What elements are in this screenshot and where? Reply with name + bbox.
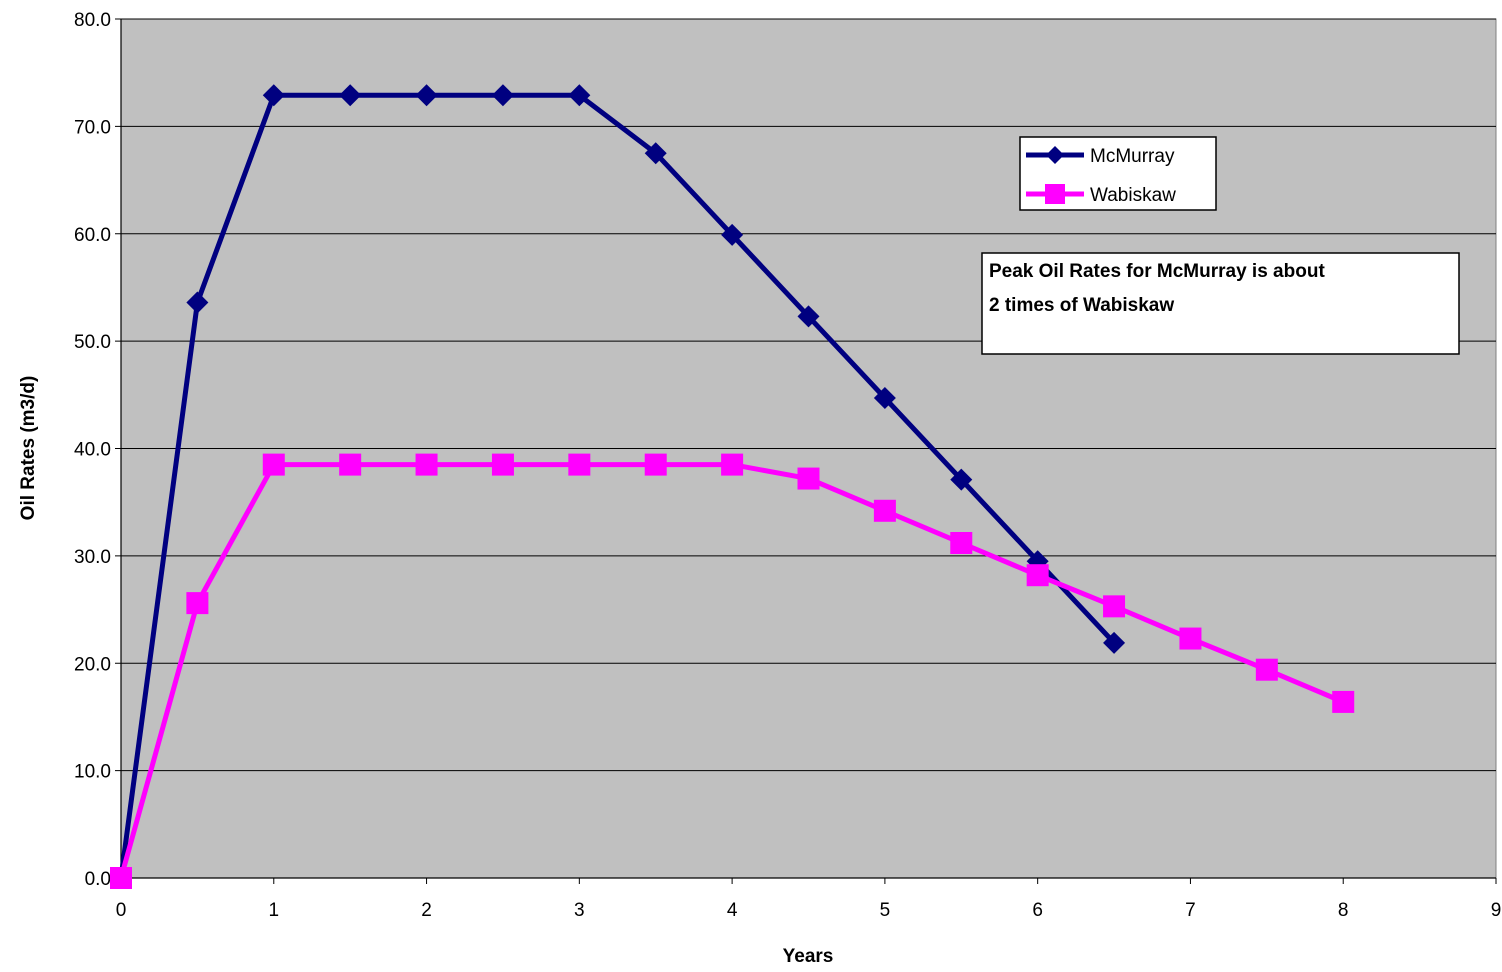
- series-wabiskaw: [110, 453, 1355, 889]
- data-point-wabiskaw: [339, 453, 362, 476]
- y-tick-label: 30.0: [74, 547, 111, 568]
- data-point-wabiskaw: [721, 453, 744, 476]
- y-tick-label: 20.0: [74, 654, 111, 675]
- series-line-mcmurray: [118, 92, 1116, 879]
- x-tick-label: 7: [1185, 900, 1196, 921]
- data-point-mcmurray: [1103, 631, 1126, 654]
- data-point-mcmurray: [797, 305, 820, 328]
- data-point-mcmurray: [262, 84, 285, 107]
- data-point-wabiskaw: [491, 453, 514, 476]
- data-point-mcmurray: [873, 387, 896, 410]
- y-tick-label: 60.0: [74, 225, 111, 246]
- x-tick-label: 0: [116, 900, 127, 921]
- x-tick-label: 8: [1338, 900, 1349, 921]
- data-point-wabiskaw: [568, 453, 591, 476]
- y-axis-title: Oil Rates (m3/d): [18, 376, 39, 521]
- data-point-mcmurray: [491, 84, 514, 107]
- y-tick-label: 10.0: [74, 762, 111, 783]
- y-tick-label: 40.0: [74, 440, 111, 461]
- series-layer: [110, 84, 1355, 889]
- gridlines: [121, 18, 1496, 772]
- x-tick-label: 6: [1032, 900, 1043, 921]
- legend-label-wabiskaw: Wabiskaw: [1090, 185, 1176, 206]
- data-point-wabiskaw: [262, 453, 285, 476]
- data-point-mcmurray: [339, 84, 362, 107]
- data-point-mcmurray: [644, 142, 667, 165]
- legend-marker-wabiskaw: [1045, 184, 1065, 204]
- annotation-box: Peak Oil Rates for McMurray is about 2 t…: [981, 252, 1460, 355]
- data-point-wabiskaw: [797, 467, 820, 490]
- x-tick-label: 3: [574, 900, 585, 921]
- x-axis-title: Years: [783, 946, 834, 967]
- data-point-wabiskaw: [950, 531, 973, 554]
- data-point-mcmurray: [186, 291, 209, 314]
- legend-marker-mcmurray: [1046, 146, 1064, 164]
- legend: McMurray Wabiskaw: [1019, 136, 1217, 211]
- y-axis-ticks: 0.0 10.0 20.0 30.0 40.0 50.0 60.0 70.0 80.0: [74, 10, 121, 890]
- data-point-wabiskaw: [1255, 658, 1278, 681]
- data-point-wabiskaw: [1179, 627, 1202, 650]
- legend-label-mcmurray: McMurray: [1090, 146, 1175, 167]
- annotation-background: [981, 252, 1460, 355]
- data-point-mcmurray: [950, 468, 973, 491]
- data-point-wabiskaw: [1026, 564, 1049, 587]
- y-tick-label: 50.0: [74, 332, 111, 353]
- y-tick-label: 0.0: [85, 869, 111, 890]
- y-tick-label: 70.0: [74, 117, 111, 138]
- data-point-mcmurray: [415, 84, 438, 107]
- y-tick-label: 80.0: [74, 10, 111, 31]
- x-tick-label: 5: [880, 900, 891, 921]
- data-point-wabiskaw: [110, 867, 132, 889]
- x-tick-label: 2: [421, 900, 432, 921]
- annotation-line-2: 2 times of Wabiskaw: [989, 295, 1174, 316]
- data-point-wabiskaw: [1332, 690, 1355, 713]
- annotation-line-1: Peak Oil Rates for McMurray is about: [989, 261, 1325, 282]
- data-point-mcmurray: [721, 223, 744, 246]
- x-tick-label: 4: [727, 900, 738, 921]
- data-point-wabiskaw: [186, 592, 209, 615]
- x-axis-ticks: 0 1 2 3 4 5 6 7 8 9: [116, 878, 1502, 921]
- data-point-wabiskaw: [1103, 595, 1126, 618]
- x-tick-label: 1: [268, 900, 279, 921]
- x-tick-label: 9: [1491, 900, 1502, 921]
- data-point-wabiskaw: [644, 453, 667, 476]
- data-point-wabiskaw: [415, 453, 438, 476]
- data-point-wabiskaw: [873, 499, 896, 522]
- data-point-mcmurray: [568, 84, 591, 107]
